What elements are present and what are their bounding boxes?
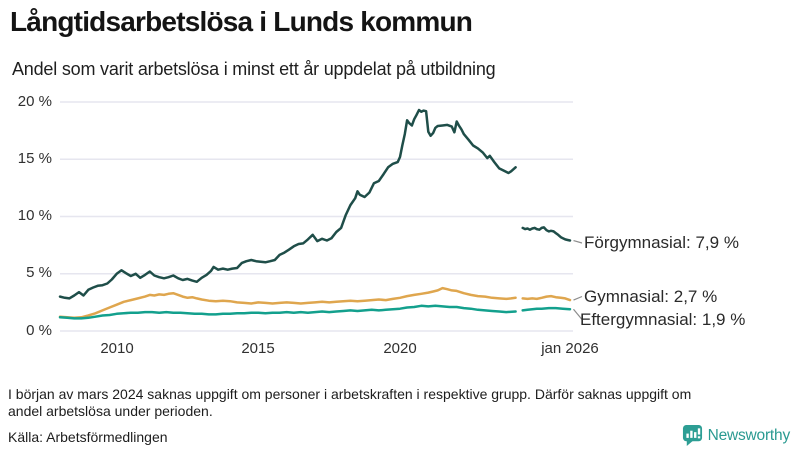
line-eftergymnasial xyxy=(58,304,517,320)
series-label-forgymnasial: Förgymnasial: 7,9 % xyxy=(584,233,739,252)
line-eftergymnasial xyxy=(521,306,572,312)
x-axis-tick-2010: 2010 xyxy=(100,340,134,357)
footnote-text-line-2: andel arbetslösa under perioden. xyxy=(8,403,213,419)
chart-subtitle: Andel som varit arbetslösa i minst ett å… xyxy=(12,59,496,79)
newsworthy-logo: Newsworthy xyxy=(682,424,790,447)
footnote-text-line-1: I början av mars 2024 saknas uppgift om … xyxy=(8,386,692,402)
series-label-gymnasial: Gymnasial: 2,7 % xyxy=(584,287,718,306)
newsworthy-logo-text: Newsworthy xyxy=(707,426,791,444)
y-axis-tick-5: 5 % xyxy=(26,264,52,281)
line-gymnasial xyxy=(521,294,572,302)
label-connector xyxy=(573,308,583,320)
series-label-eftergymnasial: Eftergymnasial: 1,9 % xyxy=(580,310,746,329)
page-title: Långtidsarbetslösa i Lunds kommun xyxy=(10,6,473,37)
line-gymnasial xyxy=(58,286,517,320)
x-axis-tick-2015: 2015 xyxy=(241,340,275,357)
line-förgymnasial xyxy=(58,108,517,300)
line-förgymnasial xyxy=(521,226,572,242)
y-axis-tick-20: 20 % xyxy=(17,93,52,110)
x-axis-tick-2020: 2020 xyxy=(383,340,417,357)
x-axis-tick-jan2026: jan 2026 xyxy=(541,340,599,357)
label-connector xyxy=(573,295,583,301)
source-text: Källa: Arbetsförmedlingen xyxy=(8,429,168,445)
y-axis-tick-15: 15 % xyxy=(17,150,52,167)
y-axis-tick-10: 10 % xyxy=(17,207,52,224)
label-connector xyxy=(573,239,583,244)
y-axis-tick-0: 0 % xyxy=(26,322,52,339)
newsworthy-speech-bubble-bar-chart-icon xyxy=(682,425,702,446)
